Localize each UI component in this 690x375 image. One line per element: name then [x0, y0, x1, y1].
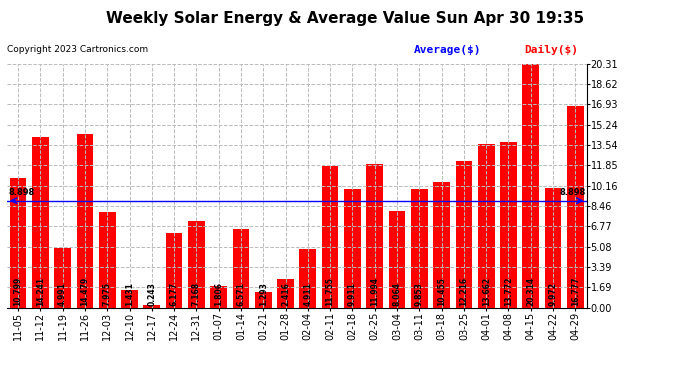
Text: 9.972: 9.972 — [549, 282, 558, 306]
Text: 9.853: 9.853 — [415, 282, 424, 306]
Bar — [455, 161, 472, 308]
Text: 7.975: 7.975 — [103, 282, 112, 306]
Bar — [77, 134, 93, 308]
Text: 20.314: 20.314 — [526, 277, 535, 306]
Text: 4.991: 4.991 — [58, 282, 67, 306]
Bar — [55, 248, 71, 308]
Bar — [32, 136, 49, 308]
Bar — [522, 64, 539, 308]
Bar — [322, 166, 339, 308]
Text: 1.431: 1.431 — [125, 282, 134, 306]
Text: 10.799: 10.799 — [14, 276, 23, 306]
Text: 1.293: 1.293 — [259, 282, 268, 306]
Bar — [121, 290, 138, 308]
Bar — [433, 182, 450, 308]
Text: 6.571: 6.571 — [237, 282, 246, 306]
Bar — [166, 233, 182, 308]
Text: 9.911: 9.911 — [348, 282, 357, 306]
Text: 0.243: 0.243 — [147, 282, 157, 306]
Text: 11.994: 11.994 — [371, 277, 380, 306]
Text: Weekly Solar Energy & Average Value Sun Apr 30 19:35: Weekly Solar Energy & Average Value Sun … — [106, 11, 584, 26]
Text: 1.806: 1.806 — [214, 282, 223, 306]
Text: 10.455: 10.455 — [437, 277, 446, 306]
Text: 11.755: 11.755 — [326, 277, 335, 306]
Bar — [299, 249, 316, 308]
Text: 12.216: 12.216 — [460, 277, 469, 306]
Text: 14.241: 14.241 — [36, 277, 45, 306]
Bar — [544, 188, 562, 308]
Text: 8.898: 8.898 — [8, 188, 34, 197]
Bar — [255, 292, 272, 308]
Text: 4.911: 4.911 — [304, 282, 313, 306]
Bar — [10, 178, 26, 308]
Bar — [411, 189, 428, 308]
Text: 8.898: 8.898 — [559, 188, 585, 197]
Text: Average($): Average($) — [414, 45, 482, 55]
Bar — [567, 106, 584, 307]
Text: 13.772: 13.772 — [504, 276, 513, 306]
Bar — [277, 279, 294, 308]
Text: 2.416: 2.416 — [281, 282, 290, 306]
Text: 13.662: 13.662 — [482, 277, 491, 306]
Text: 8.064: 8.064 — [393, 282, 402, 306]
Bar — [144, 304, 160, 307]
Text: 16.777: 16.777 — [571, 276, 580, 306]
Bar — [188, 222, 205, 308]
Text: 6.177: 6.177 — [170, 282, 179, 306]
Bar — [210, 286, 227, 308]
Bar — [478, 144, 495, 308]
Bar — [366, 164, 383, 308]
Bar — [388, 211, 406, 308]
Bar — [233, 229, 249, 308]
Text: 14.479: 14.479 — [81, 276, 90, 306]
Text: 7.168: 7.168 — [192, 282, 201, 306]
Bar — [500, 142, 517, 308]
Text: Copyright 2023 Cartronics.com: Copyright 2023 Cartronics.com — [7, 45, 148, 54]
Text: Daily($): Daily($) — [524, 45, 578, 55]
Bar — [344, 189, 361, 308]
Bar — [99, 212, 116, 308]
